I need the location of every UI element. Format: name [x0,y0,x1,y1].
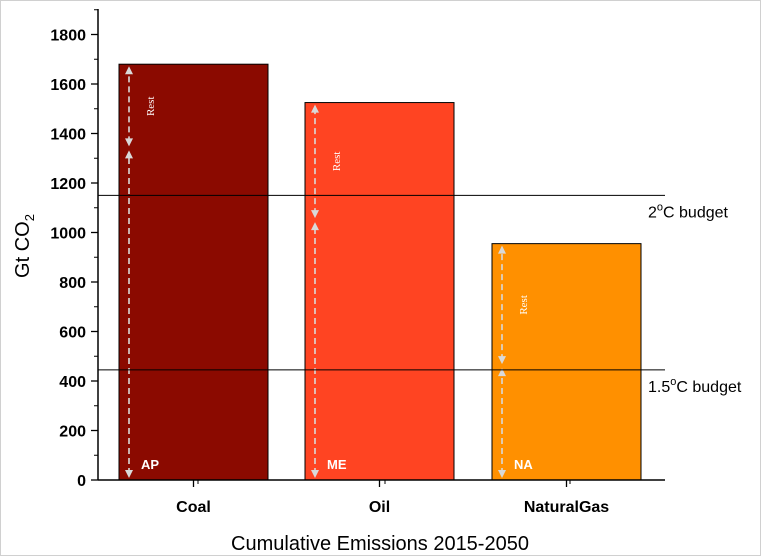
region-arrow-head-top-oil [311,222,319,231]
budget-label-1: 1.5oC budget [648,376,742,396]
rest-arrow-head-top-coal [125,66,133,75]
rest-arrow-head-top-naturalgas [498,245,506,254]
bar-coal [118,63,269,481]
region-label-coal: AP [141,457,159,472]
y-axis-title: Gt CO2 [12,214,37,278]
y-tick-label-1200: 1200 [50,176,86,193]
rest-arrow-head-bottom-oil [311,210,319,219]
rest-arrow-head-bottom-naturalgas [498,356,506,365]
budget-label-0: 2oC budget [648,201,729,221]
region-arrow-head-bottom-coal [125,470,133,478]
x-tick-label-naturalgas: NaturalGas [524,499,609,516]
y-tick-label-600: 600 [59,325,86,342]
x-axis-title: Cumulative Emissions 2015-2050 [231,533,529,555]
rest-label-coal: Rest [145,96,157,116]
y-tick-label-1800: 1800 [50,28,86,45]
region-arrow-head-top-coal [125,150,133,159]
rest-arrow-head-bottom-coal [125,138,133,147]
rest-label-naturalgas: Rest [518,295,530,315]
y-tick-label-0: 0 [77,473,86,490]
bar-naturalgas [491,243,642,481]
region-arrow-head-bottom-oil [311,470,319,478]
x-tick-label-coal: Coal [176,499,211,516]
y-tick-label-1400: 1400 [50,127,86,144]
rest-label-oil: Rest [331,152,343,172]
y-tick-label-400: 400 [59,374,86,391]
region-label-oil: ME [327,457,347,472]
x-tick-label-oil: Oil [369,499,390,516]
y-tick-label-800: 800 [59,275,86,292]
y-tick-label-1600: 1600 [50,77,86,94]
bar-oil [304,102,455,481]
region-arrow-head-bottom-naturalgas [498,470,506,478]
rest-arrow-head-top-oil [311,104,319,113]
region-label-naturalgas: NA [514,457,533,472]
y-tick-label-200: 200 [59,424,86,441]
y-tick-label-1000: 1000 [50,226,86,243]
region-arrow-head-top-naturalgas [498,368,506,377]
